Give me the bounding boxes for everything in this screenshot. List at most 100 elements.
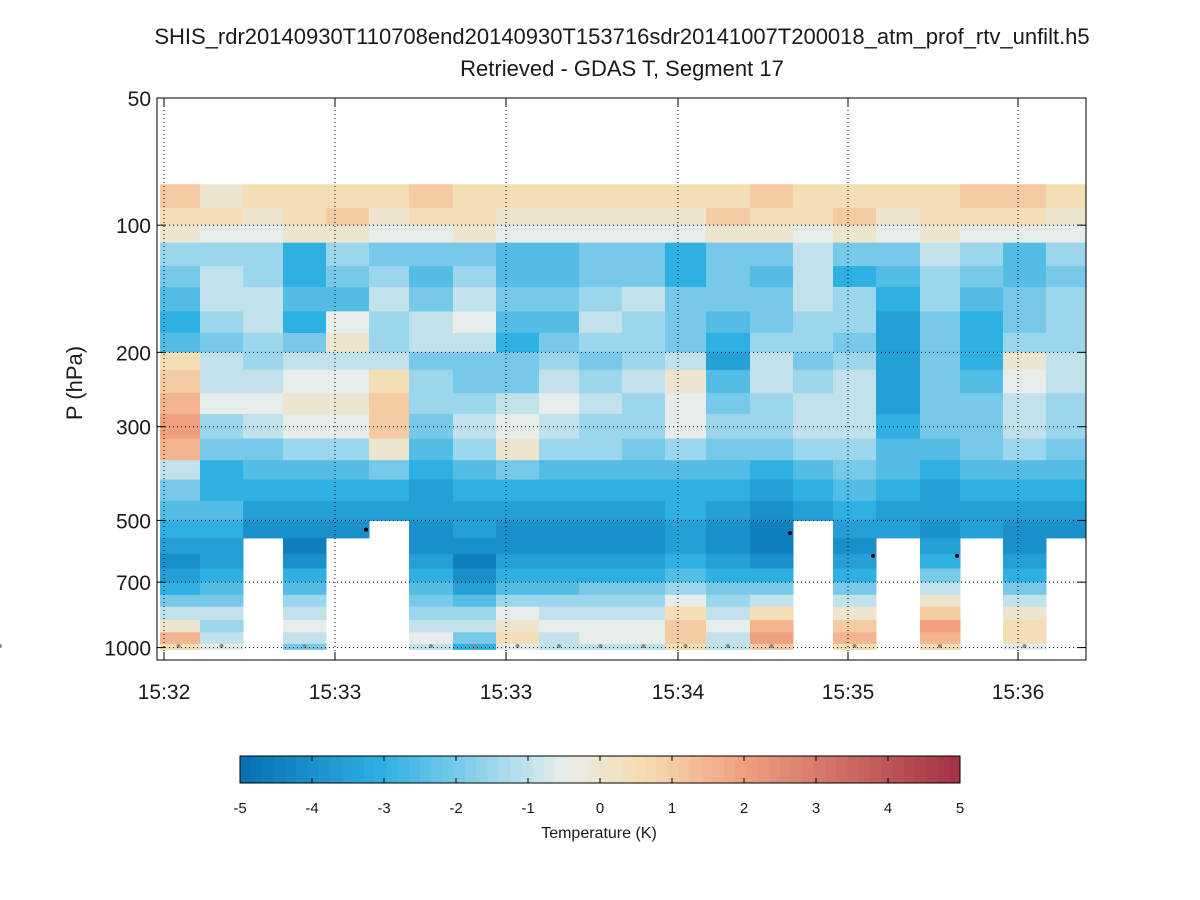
heatmap-cell xyxy=(706,393,751,415)
surface-marker xyxy=(429,644,433,648)
x-tick-label: 15:36 xyxy=(992,681,1045,704)
y-tick-label: 200 xyxy=(116,342,151,365)
heatmap-cell xyxy=(920,225,961,244)
heatmap-cell xyxy=(160,520,201,539)
heatmap-cell xyxy=(369,332,410,353)
heatmap-cell xyxy=(326,369,370,394)
heatmap-cell xyxy=(750,184,794,209)
colorbar-swatch xyxy=(892,756,905,783)
heatmap-cell xyxy=(409,369,454,394)
heatmap-cell xyxy=(833,369,877,394)
heatmap-cell xyxy=(1003,311,1047,334)
colorbar-swatch xyxy=(566,756,578,783)
heatmap-cell xyxy=(833,479,877,502)
heatmap-cell xyxy=(706,369,751,394)
heatmap-cell xyxy=(1003,332,1047,353)
heatmap-cell xyxy=(160,266,201,288)
heatmap-cell xyxy=(200,369,244,394)
heatmap-cell xyxy=(1003,438,1047,461)
heatmap-cell xyxy=(579,242,623,267)
heatmap-cell xyxy=(409,332,454,353)
heatmap-cell xyxy=(1046,207,1087,226)
heatmap-cell xyxy=(876,311,921,334)
heatmap-cell xyxy=(920,286,961,312)
heatmap-cell xyxy=(453,619,497,633)
heatmap-cell xyxy=(283,286,327,312)
heatmap-cell xyxy=(622,207,666,226)
heatmap-cell xyxy=(750,568,794,583)
heatmap-cell xyxy=(706,568,751,583)
surface-marker xyxy=(852,644,857,648)
heatmap-cell xyxy=(453,568,497,583)
heatmap-cell xyxy=(579,582,623,596)
heatmap-cell xyxy=(1046,225,1087,244)
heatmap-cell xyxy=(876,479,921,502)
heatmap-cell xyxy=(160,568,201,583)
colorbar-tick-label: -3 xyxy=(377,800,390,817)
heatmap-cell xyxy=(920,520,961,539)
x-tick-label: 15:33 xyxy=(480,681,533,704)
heatmap-cell xyxy=(1003,520,1047,539)
colorbar-swatch xyxy=(712,756,725,783)
heatmap-cell xyxy=(706,632,751,645)
heatmap-cell xyxy=(326,225,370,244)
heatmap-cell xyxy=(1003,606,1047,621)
heatmap-cell xyxy=(200,393,244,415)
heatmap-cell xyxy=(200,460,244,480)
heatmap-cell xyxy=(283,460,327,480)
heatmap-cell xyxy=(579,311,623,334)
heatmap-cell xyxy=(496,619,540,633)
heatmap-cell xyxy=(453,332,497,353)
heatmap-cell xyxy=(622,594,666,608)
colorbar-swatch xyxy=(915,756,927,783)
heatmap-cell xyxy=(1003,632,1047,645)
heatmap-cell xyxy=(200,184,244,209)
heatmap-cell xyxy=(409,582,454,596)
colorbar-swatch xyxy=(251,756,263,783)
heatmap-cell xyxy=(579,266,623,288)
heatmap-cell xyxy=(920,460,961,480)
heatmap-cell xyxy=(920,582,961,596)
colorbar-swatch xyxy=(858,756,871,783)
heatmap-cell xyxy=(539,520,580,539)
heatmap-cell xyxy=(1003,501,1047,521)
heatmap-cell xyxy=(283,242,327,267)
heatmap-cell xyxy=(496,460,540,480)
colorbar-swatch xyxy=(521,756,533,783)
heatmap-cell xyxy=(200,619,244,633)
heatmap-cell xyxy=(409,520,454,539)
heatmap-cell xyxy=(876,266,921,288)
heatmap-cell xyxy=(833,520,877,539)
heatmap-cell xyxy=(496,606,540,621)
heatmap-cell xyxy=(750,332,794,353)
heatmap-cell xyxy=(326,184,370,209)
heatmap-cell xyxy=(369,352,410,371)
heatmap-cell xyxy=(453,632,497,645)
heatmap-cell xyxy=(1046,242,1087,267)
heatmap-cell xyxy=(706,207,751,226)
heatmap-cell xyxy=(750,207,794,226)
heatmap-cell xyxy=(200,438,244,461)
heatmap-cell xyxy=(920,594,961,608)
heatmap-cell xyxy=(453,225,497,244)
heatmap-cell xyxy=(833,501,877,521)
heatmap-cell xyxy=(833,225,877,244)
colorbar-swatch xyxy=(735,756,747,783)
heatmap-cell xyxy=(200,311,244,334)
colorbar-swatch xyxy=(723,756,736,783)
heatmap-cell xyxy=(579,568,623,583)
heatmap-cell xyxy=(833,332,877,353)
colorbar-swatch xyxy=(487,756,500,783)
heatmap-cell xyxy=(833,619,877,633)
heatmap-cell xyxy=(920,393,961,415)
heatmap-cell xyxy=(453,460,497,480)
x-tick-label: 15:33 xyxy=(309,681,362,704)
heatmap-cell xyxy=(496,266,540,288)
colorbar-swatch xyxy=(465,756,477,783)
heatmap-cell xyxy=(160,393,201,415)
colorbar-swatch xyxy=(352,756,365,783)
heatmap-cell xyxy=(833,286,877,312)
heatmap-cell xyxy=(622,414,666,440)
colorbar-swatch xyxy=(600,756,612,783)
heatmap-cell xyxy=(283,594,327,608)
